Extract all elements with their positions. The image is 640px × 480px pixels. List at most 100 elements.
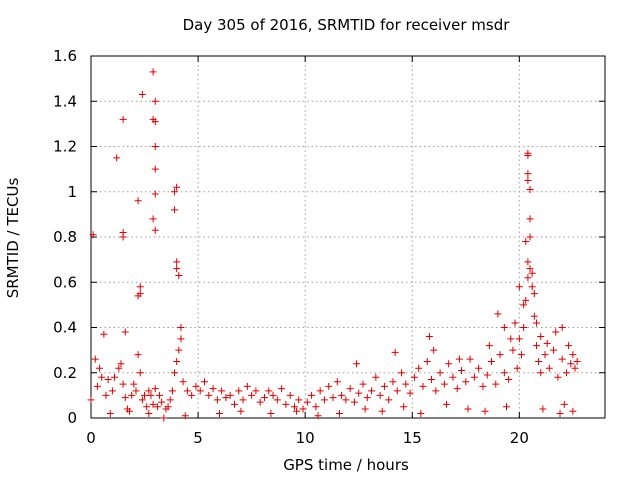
data-point [378, 407, 386, 415]
data-point [333, 378, 341, 386]
data-point [134, 197, 142, 205]
y-tick-label: 0 [67, 409, 77, 427]
data-point [168, 387, 176, 395]
data-point [192, 382, 200, 390]
data-point [571, 364, 579, 372]
y-tick-label: 1 [67, 183, 77, 201]
data-point [479, 382, 487, 390]
data-point [487, 357, 495, 365]
data-point [338, 391, 346, 399]
data-point [295, 396, 303, 404]
data-points [87, 68, 581, 422]
data-point [475, 364, 483, 372]
data-point [267, 409, 275, 417]
data-point [552, 328, 560, 336]
data-point [517, 351, 525, 359]
data-point [171, 188, 179, 196]
data-point [391, 348, 399, 356]
data-point [151, 118, 159, 126]
y-tick-label: 1.6 [53, 47, 77, 65]
data-point [173, 265, 181, 273]
data-point [393, 387, 401, 395]
data-point [458, 366, 466, 374]
data-point [515, 335, 523, 343]
data-point [102, 391, 110, 399]
data-point [361, 405, 369, 413]
data-point [385, 396, 393, 404]
data-point [104, 376, 112, 384]
data-point [492, 380, 500, 388]
data-point [545, 364, 553, 372]
data-point [256, 398, 264, 406]
data-point [151, 385, 159, 393]
data-point [320, 396, 328, 404]
data-point [325, 382, 333, 390]
data-point [132, 387, 140, 395]
data-point [425, 333, 433, 341]
data-point [141, 391, 149, 399]
data-point [128, 391, 136, 399]
data-point [515, 283, 523, 291]
data-point [509, 346, 517, 354]
data-point [528, 269, 536, 277]
data-point [138, 90, 146, 98]
data-point [335, 409, 343, 417]
data-point [526, 265, 534, 273]
axis-ticks: 0 0.2 0.4 0.6 0.8 1 1.2 1.4 1.6 0 5 10 15 20 [53, 47, 605, 447]
data-point [500, 324, 508, 331]
data-point [147, 391, 155, 399]
data-point [134, 351, 142, 359]
data-point [355, 389, 363, 397]
data-point [237, 407, 245, 415]
data-point [532, 342, 540, 350]
data-point [537, 333, 545, 341]
y-axis-label: SRMTID / TECUs [4, 178, 22, 299]
data-point [524, 176, 532, 184]
data-point [535, 357, 543, 365]
data-point [308, 391, 316, 399]
data-point [179, 378, 187, 386]
data-point [93, 382, 101, 390]
data-point [265, 387, 273, 395]
data-point [573, 357, 581, 365]
data-point [173, 258, 181, 266]
data-point [524, 170, 532, 178]
y-tick-label: 0.8 [53, 228, 77, 246]
data-point [108, 387, 116, 395]
data-point [119, 380, 127, 388]
data-point [372, 373, 380, 381]
data-point [136, 369, 144, 377]
data-point [235, 387, 243, 395]
data-point [218, 387, 226, 395]
data-point [520, 301, 528, 309]
data-point [252, 387, 260, 395]
data-point [513, 364, 521, 372]
data-point [226, 391, 234, 399]
data-point [485, 342, 493, 350]
data-point [149, 68, 157, 76]
data-point [455, 355, 463, 363]
data-point [502, 403, 510, 411]
data-point [470, 373, 478, 381]
data-point [143, 403, 151, 411]
data-point [160, 414, 168, 422]
data-point [303, 398, 311, 406]
data-point [402, 380, 410, 388]
data-point [543, 339, 551, 347]
data-point [222, 394, 230, 402]
data-point [87, 396, 95, 404]
data-point [415, 364, 423, 372]
data-point [550, 346, 558, 354]
data-point [410, 373, 418, 381]
x-tick-label: 15 [403, 429, 422, 447]
data-point [400, 403, 408, 411]
data-point [312, 403, 320, 411]
data-point [314, 412, 322, 420]
data-point [380, 382, 388, 390]
data-point [175, 271, 183, 279]
data-point [181, 412, 189, 420]
data-point [177, 335, 185, 343]
data-point [151, 97, 159, 105]
data-point [126, 407, 134, 415]
